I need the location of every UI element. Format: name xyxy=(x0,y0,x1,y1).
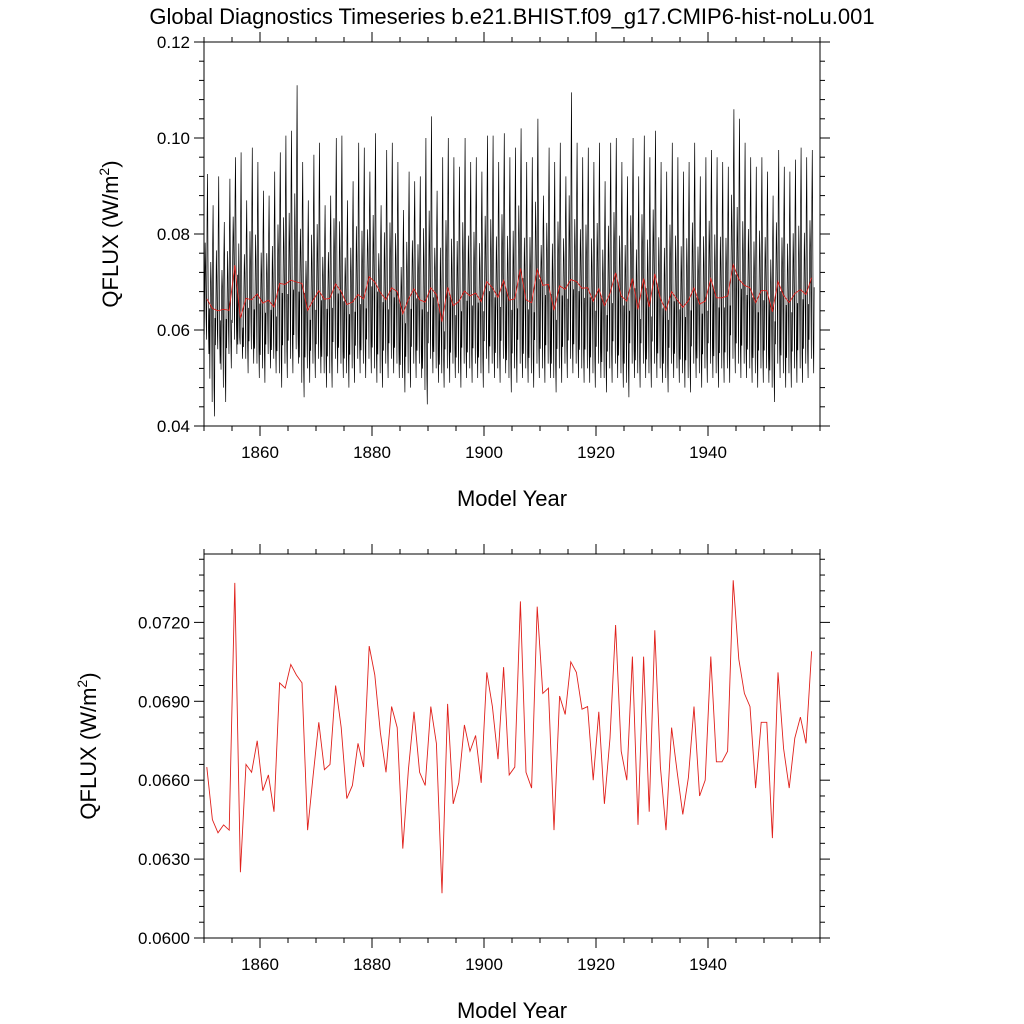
x-tick-label: 1900 xyxy=(465,955,503,974)
bottom-panel: 1860 1880 1900 1920 1940 0.0600 0.0630 0.0660 0.… xyxy=(74,544,830,1023)
y-tick-label: 0.08 xyxy=(157,225,190,244)
y-axis-title: QFLUX (W/m2) xyxy=(96,160,123,307)
y-tick-label: 0.10 xyxy=(157,129,190,148)
x-axis-title: Model Year xyxy=(457,486,567,511)
y-tick-label: 0.0720 xyxy=(138,613,190,632)
x-tick-label: 1880 xyxy=(353,955,391,974)
x-tick-label: 1860 xyxy=(241,443,279,462)
x-tick-label: 1940 xyxy=(689,955,727,974)
y-tick-label: 0.0600 xyxy=(138,929,190,948)
y-tick-label: 0.12 xyxy=(157,33,190,52)
x-tick-label: 1860 xyxy=(241,955,279,974)
y-tick-label: 0.04 xyxy=(157,417,190,436)
x-tick-label: 1920 xyxy=(577,955,615,974)
series-line-annual xyxy=(206,263,813,322)
chart-title: Global Diagnostics Timeseries b.e21.BHIS… xyxy=(149,4,874,29)
y-tick-label: 0.0690 xyxy=(138,692,190,711)
plot-area xyxy=(204,85,815,417)
x-tick-label: 1880 xyxy=(353,443,391,462)
y-tick-label: 0.0660 xyxy=(138,771,190,790)
y-axis-title: QFLUX (W/m2) xyxy=(74,672,101,819)
x-tick-label: 1940 xyxy=(689,443,727,462)
series-line-monthly xyxy=(204,85,815,417)
plot-area xyxy=(206,580,813,894)
x-axis-title: Model Year xyxy=(457,998,567,1023)
x-tick-label: 1900 xyxy=(465,443,503,462)
top-panel: 1860 1880 1900 1920 1940 0.04 0.06 0.08 0.10 0.12… xyxy=(96,32,830,511)
y-tick-label: 0.06 xyxy=(157,321,190,340)
series-line-annual xyxy=(206,580,813,894)
x-tick-label: 1920 xyxy=(577,443,615,462)
y-tick-label: 0.0630 xyxy=(138,850,190,869)
